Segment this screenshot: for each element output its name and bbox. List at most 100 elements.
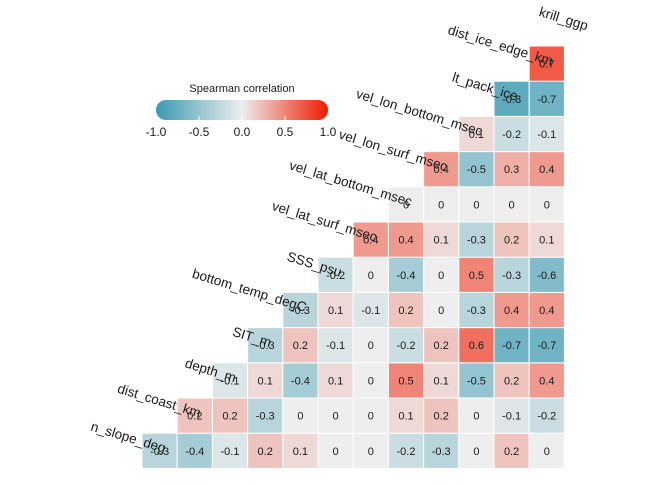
cell-value-label: 0.7 [539, 59, 554, 71]
cell-value-label: -0.1 [221, 446, 240, 458]
heatmap-cell [528, 151, 565, 188]
heatmap-cell [176, 397, 213, 434]
cell-value-label: 0.2 [293, 340, 308, 352]
cell-value-label: -0.4 [397, 270, 416, 282]
heatmap-cell [528, 80, 565, 117]
legend-tick-label: 0.5 [277, 125, 294, 139]
heatmap-cell [247, 362, 284, 399]
cell-value-label: 0 [403, 199, 409, 211]
heatmap-cell [493, 80, 530, 117]
heatmap-cell [423, 362, 460, 399]
heatmap-cell [493, 291, 530, 329]
cell-value-label: 0 [438, 199, 444, 211]
heatmap-cell [423, 327, 460, 364]
heatmap-cell [423, 291, 460, 329]
cell-value-label: -0.5 [467, 164, 486, 176]
cell-value-label: -0.3 [467, 305, 486, 317]
cell-value-label: 0 [368, 411, 374, 423]
heatmap-cell [352, 221, 389, 258]
cell-value-label: -0.3 [291, 305, 310, 317]
heatmap-cell [458, 221, 495, 258]
cell-value-label: -0.2 [397, 446, 416, 458]
legend-tick-label: 0.0 [234, 125, 251, 139]
heatmap-cell [423, 256, 460, 293]
heatmap-cell [352, 256, 389, 293]
legend-tick-label: -0.5 [189, 125, 210, 139]
cell-value-label: 0.1 [434, 235, 449, 247]
cell-value-label: 0.1 [258, 375, 273, 387]
legend-colorbar [156, 100, 328, 120]
heatmap-cell [387, 432, 425, 469]
cell-value-label: 0 [509, 199, 515, 211]
cell-value-label: 0 [368, 446, 374, 458]
cell-value-label: -0.3 [256, 340, 275, 352]
cell-value-label: 0 [473, 199, 479, 211]
heatmap-cell [317, 327, 354, 364]
cell-value-label: -0.1 [537, 129, 556, 141]
heatmap-cell [282, 291, 319, 329]
heatmap-cell [387, 291, 425, 329]
variable-label: vel_lon_surf_msec [337, 127, 449, 174]
cell-value-label: -0.1 [221, 375, 240, 387]
heatmap-cell [317, 291, 354, 329]
cell-value-label: -0.1 [502, 411, 521, 423]
heatmap-cell [528, 115, 565, 153]
cell-value-label: 0 [544, 446, 550, 458]
heatmap-cell [317, 397, 354, 434]
cell-value-label: 0.1 [539, 235, 554, 247]
heatmap-cell [423, 221, 460, 258]
cell-value-label: -0.2 [326, 270, 345, 282]
cell-value-label: 0 [333, 411, 339, 423]
cell-value-label: 0.1 [469, 129, 484, 141]
heatmap-cell [282, 397, 319, 434]
heatmap-cell [528, 397, 565, 434]
cell-value-label: 0 [368, 375, 374, 387]
cell-value-label: 0 [333, 446, 339, 458]
cell-value-label: 0.4 [434, 164, 449, 176]
cell-value-label: -0.7 [537, 94, 556, 106]
cell-value-label: 0.2 [504, 446, 519, 458]
cell-value-label: -0.2 [502, 129, 521, 141]
cell-value-label: 0 [473, 411, 479, 423]
cell-value-label: -0.2 [397, 340, 416, 352]
cell-value-label: 0 [473, 446, 479, 458]
heatmap-cell [247, 397, 284, 434]
legend-tick-label: -1.0 [146, 125, 167, 139]
cell-value-label: -0.5 [467, 375, 486, 387]
heatmap-cell [528, 362, 565, 399]
cell-value-label: 0 [368, 340, 374, 352]
cell-value-label: -0.3 [256, 411, 275, 423]
variable-label: n_slope_deg [89, 419, 167, 456]
cell-value-label: -0.7 [537, 340, 556, 352]
cell-value-label: 0.2 [187, 411, 202, 423]
cell-value-label: 0.2 [434, 340, 449, 352]
heatmap-cell [528, 186, 565, 223]
variable-label: lt_pack_ice [451, 70, 520, 104]
cell-value-label: 0.2 [504, 235, 519, 247]
cell-value-label: 0.5 [398, 375, 413, 387]
variable-label: SSS_psu [285, 249, 343, 280]
heatmap-cell [493, 362, 530, 399]
cell-value-label: 0.4 [398, 235, 413, 247]
heatmap-cell [352, 362, 389, 399]
cell-value-label: 0.1 [328, 375, 343, 387]
heatmap-cell [493, 432, 530, 469]
variable-label: depth_m [183, 356, 238, 386]
cell-value-label: 0.2 [222, 411, 237, 423]
cell-value-label: 0.2 [434, 411, 449, 423]
variable-label: dist_ice_edge_km [446, 22, 554, 68]
heatmap-cell [141, 432, 178, 469]
cell-value-label: 0.2 [398, 305, 413, 317]
cell-value-label: -0.2 [537, 411, 556, 423]
heatmap-cell [528, 432, 565, 469]
cell-value-label: -0.1 [361, 305, 380, 317]
legend-title: Spearman correlation [189, 83, 294, 95]
heatmap-cell [247, 327, 284, 364]
cell-value-label: 0.1 [328, 305, 343, 317]
cell-value-label: 0.3 [504, 164, 519, 176]
cell-value-label: 0 [438, 270, 444, 282]
cell-value-label: 0.5 [469, 270, 484, 282]
legend-tick-label: 1.0 [320, 125, 337, 139]
